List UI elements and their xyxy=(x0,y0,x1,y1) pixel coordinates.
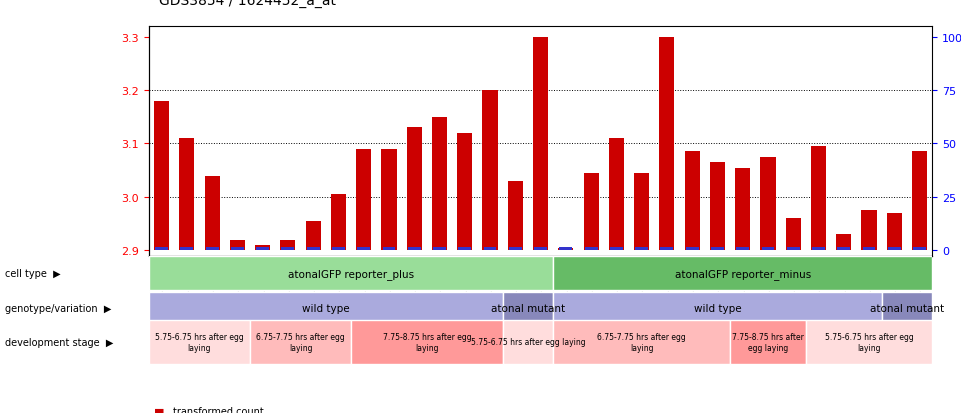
Bar xyxy=(863,247,875,251)
Bar xyxy=(332,247,345,251)
Text: transformed count: transformed count xyxy=(173,406,263,413)
Bar xyxy=(231,247,244,251)
Bar xyxy=(205,176,220,251)
Bar xyxy=(786,219,801,251)
Bar xyxy=(206,247,218,251)
Bar xyxy=(836,235,851,251)
Bar xyxy=(154,102,169,251)
Bar xyxy=(554,320,730,364)
Text: atonalGFP reporter_minus: atonalGFP reporter_minus xyxy=(675,268,811,279)
Bar xyxy=(881,292,932,325)
Bar xyxy=(659,38,675,251)
Bar xyxy=(584,247,598,251)
Bar xyxy=(912,152,927,251)
Text: atonal mutant: atonal mutant xyxy=(491,304,565,314)
Text: wild type: wild type xyxy=(302,304,350,314)
Bar xyxy=(554,257,932,290)
Bar xyxy=(483,247,497,251)
Bar xyxy=(331,195,346,251)
Bar xyxy=(554,292,881,325)
Bar xyxy=(888,247,900,251)
Text: development stage  ▶: development stage ▶ xyxy=(5,337,113,347)
Bar xyxy=(558,248,574,251)
Text: cell type  ▶: cell type ▶ xyxy=(5,268,61,279)
Bar xyxy=(760,157,776,251)
Bar xyxy=(660,247,674,251)
Bar xyxy=(180,139,194,251)
Bar xyxy=(250,320,351,364)
Bar xyxy=(503,292,554,325)
Bar xyxy=(533,38,548,251)
Bar xyxy=(761,247,775,251)
Bar xyxy=(634,173,650,251)
Bar xyxy=(711,247,724,251)
Text: 7.75-8.75 hrs after
egg laying: 7.75-8.75 hrs after egg laying xyxy=(732,332,804,352)
Bar xyxy=(730,320,806,364)
Bar xyxy=(887,214,901,251)
Text: GDS3854 / 1624452_a_at: GDS3854 / 1624452_a_at xyxy=(159,0,335,8)
Bar xyxy=(482,91,498,251)
Bar xyxy=(503,320,554,364)
Bar xyxy=(307,247,320,251)
Bar xyxy=(282,247,294,251)
Bar xyxy=(806,320,932,364)
Bar xyxy=(608,139,624,251)
Bar xyxy=(534,247,547,251)
Bar xyxy=(457,133,473,251)
Text: ■: ■ xyxy=(154,406,168,413)
Bar xyxy=(357,247,370,251)
Text: 5.75-6.75 hrs after egg
laying: 5.75-6.75 hrs after egg laying xyxy=(155,332,244,352)
Bar xyxy=(812,247,825,251)
Bar xyxy=(407,128,422,251)
Bar xyxy=(382,247,395,251)
Bar xyxy=(736,247,750,251)
Text: 7.75-8.75 hrs after egg
laying: 7.75-8.75 hrs after egg laying xyxy=(382,332,471,352)
Bar xyxy=(149,257,554,290)
Bar xyxy=(710,163,725,251)
Bar xyxy=(507,181,523,251)
Bar xyxy=(281,240,295,251)
Bar xyxy=(787,247,800,251)
Bar xyxy=(837,247,850,251)
Bar xyxy=(155,247,168,251)
Text: 5.75-6.75 hrs after egg laying: 5.75-6.75 hrs after egg laying xyxy=(471,337,585,347)
Text: 6.75-7.75 hrs after egg
laying: 6.75-7.75 hrs after egg laying xyxy=(597,332,686,352)
Text: atonalGFP reporter_plus: atonalGFP reporter_plus xyxy=(288,268,414,279)
Bar xyxy=(407,247,421,251)
Bar xyxy=(559,247,572,251)
Bar xyxy=(149,320,250,364)
Bar xyxy=(509,247,522,251)
Bar xyxy=(610,247,623,251)
Bar xyxy=(306,221,321,251)
Bar xyxy=(861,211,876,251)
Bar xyxy=(684,152,700,251)
Bar xyxy=(686,247,699,251)
Bar xyxy=(811,147,826,251)
Bar xyxy=(230,240,245,251)
Bar xyxy=(913,247,926,251)
Bar xyxy=(458,247,471,251)
Bar xyxy=(635,247,648,251)
Bar xyxy=(255,245,270,251)
Bar xyxy=(351,320,503,364)
Bar xyxy=(382,150,397,251)
Bar xyxy=(257,247,269,251)
Bar xyxy=(433,247,446,251)
Bar xyxy=(431,117,447,251)
Bar xyxy=(149,292,503,325)
Text: 5.75-6.75 hrs after egg
laying: 5.75-6.75 hrs after egg laying xyxy=(825,332,913,352)
Text: atonal mutant: atonal mutant xyxy=(870,304,944,314)
Bar xyxy=(583,173,599,251)
Bar xyxy=(357,150,371,251)
Bar xyxy=(181,247,193,251)
Text: 6.75-7.75 hrs after egg
laying: 6.75-7.75 hrs after egg laying xyxy=(257,332,345,352)
Text: genotype/variation  ▶: genotype/variation ▶ xyxy=(5,304,111,314)
Text: wild type: wild type xyxy=(694,304,741,314)
Bar xyxy=(735,168,751,251)
